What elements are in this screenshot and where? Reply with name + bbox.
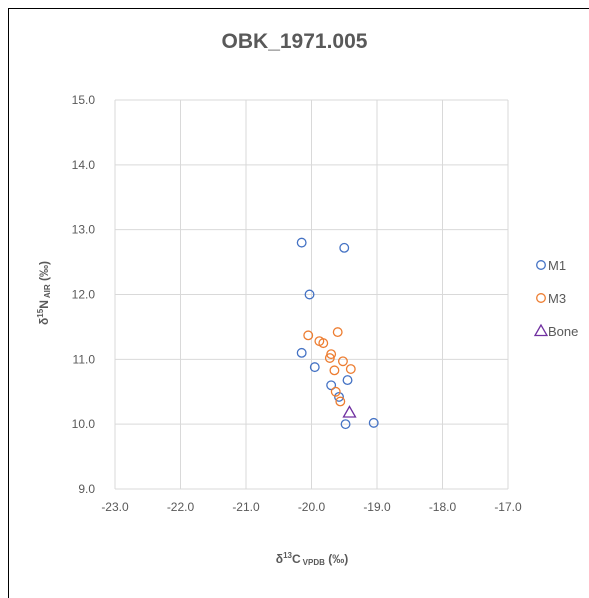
m3-point [330, 386, 341, 397]
m1-point [342, 375, 353, 386]
y-axis-label: δ15NAIR (‰) [36, 261, 52, 325]
m1-point [296, 237, 307, 248]
m3-point [345, 364, 356, 375]
m3-point [337, 356, 348, 367]
chart-frame [8, 8, 589, 598]
legend-label-bone: Bone [548, 324, 578, 339]
m1-point [309, 362, 320, 373]
x-tick-label: -22.0 [167, 500, 195, 514]
y-tick-label: 15.0 [72, 93, 96, 107]
m1-point [296, 347, 307, 358]
m3-point [332, 327, 343, 338]
m3-point [318, 338, 329, 349]
tick-labels: -23.0 -22.0 -21.0 -20.0 -19.0 -18.0 -17.0 9.0 10… [72, 93, 522, 514]
x-axis-label: δ13C VPDB (‰) [276, 551, 348, 567]
legend-label-m1: M1 [548, 258, 566, 273]
m1-point [326, 380, 337, 391]
x-tick-label: -21.0 [232, 500, 260, 514]
legend-label-m3: M3 [548, 291, 566, 306]
m3-point [329, 365, 340, 376]
m1-point [340, 419, 351, 430]
legend-marker-bone [533, 323, 549, 337]
m3-point [324, 353, 335, 363]
y-tick-label: 13.0 [72, 223, 96, 237]
grid [114, 99, 509, 490]
y-tick-label: 9.0 [78, 482, 95, 496]
m1-point [334, 391, 344, 402]
y-tick-label: 10.0 [72, 417, 96, 431]
m3-point [335, 396, 346, 407]
legend: M1 M3 Bone [533, 258, 578, 339]
legend-marker-m1 [536, 260, 546, 270]
x-tick-label: -20.0 [298, 500, 326, 514]
x-tick-label: -19.0 [363, 500, 391, 514]
chart-title: OBK_1971.005 [221, 30, 368, 53]
y-tick-label: 14.0 [72, 158, 96, 172]
legend-marker-m3 [536, 293, 546, 303]
bone-point [342, 405, 357, 418]
data-points [296, 237, 379, 430]
y-tick-label: 11.0 [73, 352, 96, 366]
m3-point [303, 330, 314, 341]
x-tick-label: -23.0 [101, 500, 129, 514]
y-tick-label: 12.0 [72, 288, 96, 302]
x-tick-label: -17.0 [494, 500, 522, 514]
m1-point [304, 289, 315, 300]
m1-point [368, 417, 379, 428]
m1-point [339, 242, 350, 253]
x-tick-label: -18.0 [429, 500, 457, 514]
